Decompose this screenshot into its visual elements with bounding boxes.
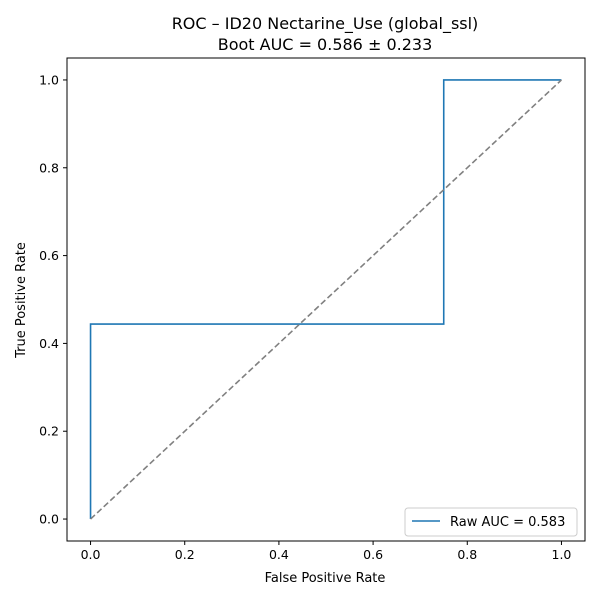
y-tick-label-0: 0.0 xyxy=(39,512,59,527)
x-tick-label-3: 0.6 xyxy=(363,547,383,562)
y-axis-label: True Positive Rate xyxy=(14,242,29,359)
x-tick-label-5: 1.0 xyxy=(552,547,572,562)
plot-frame xyxy=(66,57,586,542)
x-axis-label: False Positive Rate xyxy=(265,571,386,586)
plot-area: 0.0 0.2 0.4 0.6 0.8 1.0 0.0 0.2 0.4 0.6 0.8 1.0 xyxy=(39,57,586,562)
legend-box xyxy=(404,507,578,537)
roc-curve-line xyxy=(89,79,562,520)
chart-subtitle: Boot AUC = 0.586 ± 0.233 xyxy=(218,35,433,54)
y-tick-label-4: 0.8 xyxy=(39,160,59,175)
x-tick-label-1: 0.2 xyxy=(175,547,195,562)
legend-entry-raw-auc: Raw AUC = 0.583 xyxy=(450,515,565,530)
y-tick-label-1: 0.2 xyxy=(39,424,59,439)
chart-title: ROC – ID20 Nectarine_Use (global_ssl) xyxy=(172,14,479,34)
x-tick-label-0: 0.0 xyxy=(81,547,101,562)
x-tick-label-2: 0.4 xyxy=(269,547,289,562)
y-tick-label-2: 0.4 xyxy=(39,336,59,351)
legend: Raw AUC = 0.583 xyxy=(404,507,578,537)
y-tick-label-5: 1.0 xyxy=(39,72,59,87)
chance-diagonal-line xyxy=(90,79,562,520)
y-tick-label-3: 0.6 xyxy=(39,248,59,263)
x-tick-label-4: 0.8 xyxy=(457,547,477,562)
